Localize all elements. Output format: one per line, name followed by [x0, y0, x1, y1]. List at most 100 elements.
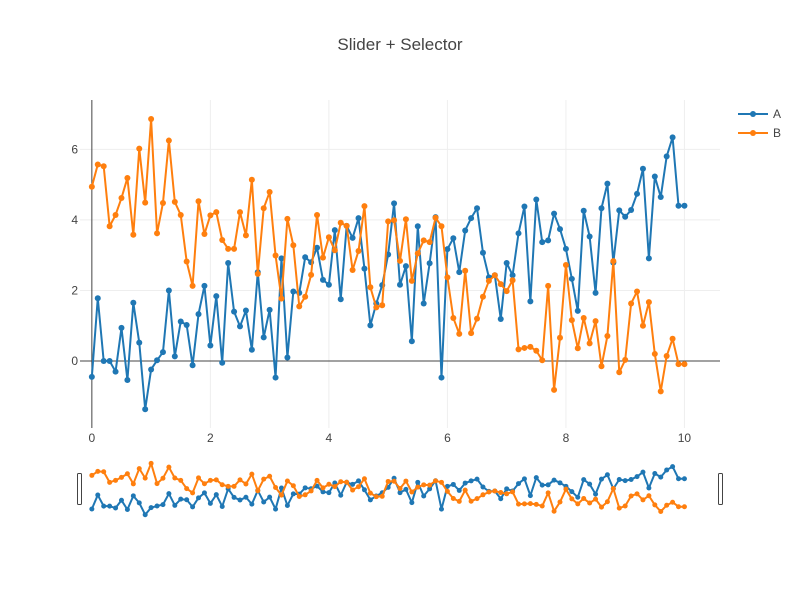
data-point[interactable]: [302, 293, 309, 300]
data-point[interactable]: [319, 276, 326, 283]
data-point[interactable]: [515, 230, 522, 237]
data-point[interactable]: [408, 277, 415, 284]
data-point[interactable]: [580, 207, 587, 214]
data-point[interactable]: [551, 210, 558, 217]
data-point[interactable]: [272, 374, 279, 381]
data-point[interactable]: [266, 306, 273, 313]
data-point[interactable]: [539, 357, 546, 364]
data-point[interactable]: [586, 233, 593, 240]
data-point[interactable]: [645, 299, 652, 306]
data-point[interactable]: [225, 259, 232, 266]
data-point[interactable]: [195, 198, 202, 205]
data-point[interactable]: [118, 324, 125, 331]
data-point[interactable]: [231, 245, 238, 252]
data-point[interactable]: [183, 258, 190, 265]
data-point[interactable]: [497, 281, 504, 288]
data-point[interactable]: [562, 262, 569, 269]
data-point[interactable]: [551, 386, 558, 393]
data-point[interactable]: [231, 308, 238, 315]
data-point[interactable]: [497, 316, 504, 323]
data-point[interactable]: [148, 366, 155, 373]
data-point[interactable]: [237, 209, 243, 216]
data-point[interactable]: [408, 338, 415, 345]
data-point[interactable]: [225, 245, 232, 252]
data-point[interactable]: [628, 300, 635, 307]
data-point[interactable]: [325, 234, 332, 241]
data-point[interactable]: [420, 237, 427, 244]
data-point[interactable]: [622, 356, 629, 363]
data-point[interactable]: [639, 165, 646, 172]
data-point[interactable]: [118, 195, 125, 202]
legend[interactable]: AB: [738, 107, 781, 140]
legend-item-a[interactable]: A: [738, 107, 781, 121]
data-point[interactable]: [438, 223, 445, 230]
data-point[interactable]: [219, 237, 226, 244]
data-point[interactable]: [604, 332, 611, 339]
data-point[interactable]: [426, 260, 433, 267]
data-point[interactable]: [331, 247, 338, 254]
data-point[interactable]: [444, 246, 451, 253]
data-point[interactable]: [604, 180, 611, 187]
data-point[interactable]: [177, 318, 184, 325]
data-point[interactable]: [242, 307, 249, 314]
data-point[interactable]: [462, 267, 469, 274]
data-point[interactable]: [331, 227, 338, 234]
data-point[interactable]: [367, 284, 374, 291]
data-point[interactable]: [414, 250, 421, 257]
data-point[interactable]: [361, 265, 368, 272]
data-point[interactable]: [148, 116, 155, 123]
data-point[interactable]: [171, 353, 178, 360]
data-point[interactable]: [479, 293, 486, 300]
data-point[interactable]: [557, 334, 563, 341]
data-point[interactable]: [124, 174, 131, 181]
data-point[interactable]: [397, 257, 403, 264]
data-point[interactable]: [456, 269, 463, 276]
data-point[interactable]: [308, 271, 315, 278]
data-point[interactable]: [367, 322, 374, 329]
data-point[interactable]: [94, 161, 101, 168]
data-point[interactable]: [468, 215, 475, 222]
data-point[interactable]: [237, 323, 243, 330]
data-point[interactable]: [598, 205, 605, 212]
data-point[interactable]: [272, 252, 279, 259]
data-point[interactable]: [325, 281, 332, 288]
data-point[interactable]: [165, 137, 172, 144]
data-point[interactable]: [592, 289, 599, 296]
data-point[interactable]: [645, 255, 652, 262]
data-point[interactable]: [260, 205, 267, 212]
data-point[interactable]: [361, 203, 368, 210]
data-point[interactable]: [207, 342, 214, 349]
data-point[interactable]: [391, 200, 398, 207]
data-point[interactable]: [319, 254, 326, 261]
data-point[interactable]: [278, 295, 285, 302]
data-point[interactable]: [557, 226, 563, 233]
data-point[interactable]: [503, 288, 510, 295]
data-point[interactable]: [248, 346, 255, 353]
data-point[interactable]: [598, 363, 605, 370]
data-point[interactable]: [189, 362, 196, 369]
data-point[interactable]: [675, 202, 682, 209]
data-point[interactable]: [568, 275, 575, 282]
data-point[interactable]: [586, 340, 593, 347]
data-point[interactable]: [391, 217, 398, 224]
range-slider[interactable]: [77, 460, 723, 518]
data-point[interactable]: [248, 176, 255, 183]
data-point[interactable]: [616, 207, 623, 214]
data-point[interactable]: [663, 153, 670, 160]
data-point[interactable]: [628, 207, 635, 214]
data-point[interactable]: [355, 247, 362, 254]
data-point[interactable]: [521, 203, 528, 210]
range-slider-handle-right[interactable]: [718, 473, 723, 505]
data-point[interactable]: [462, 227, 469, 234]
data-point[interactable]: [337, 219, 344, 226]
data-point[interactable]: [397, 281, 403, 288]
data-point[interactable]: [242, 232, 249, 239]
data-point[interactable]: [669, 134, 676, 141]
data-point[interactable]: [100, 357, 107, 364]
data-point[interactable]: [616, 369, 623, 376]
data-point[interactable]: [213, 293, 220, 300]
data-point[interactable]: [130, 231, 137, 238]
data-point[interactable]: [651, 350, 658, 357]
data-point[interactable]: [675, 361, 682, 368]
data-point[interactable]: [539, 239, 546, 246]
